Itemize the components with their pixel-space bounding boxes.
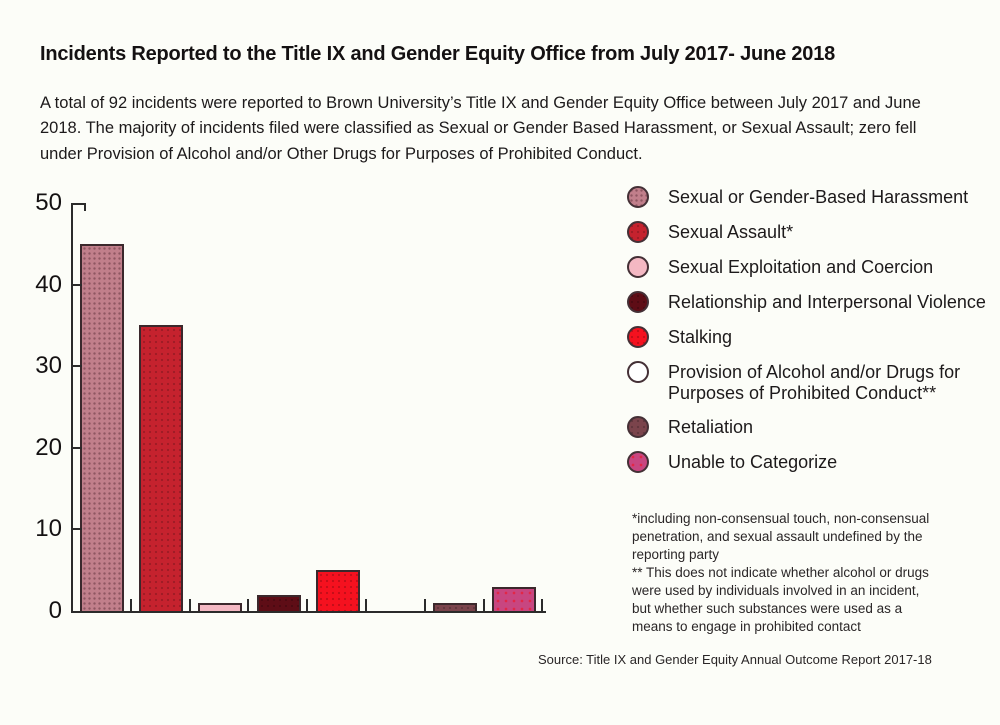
chart-legend: Sexual or Gender-Based Harassment Sexual… (627, 186, 1000, 473)
legend-swatch-icon (627, 451, 649, 473)
y-axis-labels: 0 10 20 30 40 50 (8, 189, 62, 624)
legend-label: Sexual Exploitation and Coercion (668, 257, 934, 277)
legend-item: Unable to Categorize (627, 451, 1000, 473)
legend-label: Sexual Assault* (668, 222, 794, 242)
legend-swatch-icon (627, 291, 649, 313)
y-axis-tick (73, 283, 82, 286)
legend-label: Retaliation (668, 417, 754, 437)
chart-description: A total of 92 incidents were reported to… (40, 93, 921, 163)
legend-item: Relationship and Interpersonal Violence (627, 291, 1000, 313)
y-axis-label-50: 50 (35, 189, 62, 216)
footnote-sexual-assault: *including non-consensual touch, non-con… (632, 511, 930, 562)
x-axis-tick (306, 599, 309, 611)
legend-swatch-icon (627, 361, 649, 383)
footnotes: *including non-consensual touch, non-con… (632, 510, 934, 636)
y-axis-tick (73, 446, 82, 449)
legend-item: Stalking (627, 326, 1000, 348)
bar-7 (433, 602, 478, 611)
legend-swatch-icon (627, 416, 649, 438)
bar-2 (139, 325, 184, 611)
x-axis-tick (541, 599, 544, 611)
y-axis-tick (73, 365, 82, 368)
legend-item: Sexual or Gender-Based Harassment (627, 186, 1000, 208)
y-axis-tick (73, 528, 82, 531)
legend-label: Unable to Categorize (668, 452, 838, 472)
bar-5 (315, 570, 360, 611)
y-axis-label-20: 20 (35, 433, 62, 461)
plot-area (71, 203, 546, 613)
legend-swatch-icon (627, 221, 649, 243)
legend-swatch-icon (627, 326, 649, 348)
legend-label: Sexual or Gender-Based Harassment (668, 187, 969, 207)
y-axis-top-cap-stub (84, 203, 86, 211)
legend-item: Provision of Alcohol and/or Drugs for Pu… (627, 361, 1000, 403)
x-axis-tick (129, 599, 132, 611)
y-axis-label-40: 40 (35, 270, 62, 298)
y-axis-label-30: 30 (35, 352, 62, 380)
source-citation: Source: Title IX and Gender Equity Annua… (538, 652, 932, 667)
page-title: Incidents Reported to the Title IX and G… (40, 43, 836, 66)
legend-label: Stalking (668, 327, 733, 347)
legend-label: Relationship and Interpersonal Violence (668, 292, 986, 312)
y-axis-label-0: 0 (48, 597, 62, 624)
legend-item: Sexual Assault* (627, 221, 1000, 243)
footnote-alcohol-drugs: ** This does not indicate whether alcoho… (632, 565, 929, 634)
y-axis-label-10: 10 (35, 515, 62, 543)
legend-item: Retaliation (627, 416, 1000, 438)
legend-swatch-icon (627, 186, 649, 208)
bar-3 (198, 602, 242, 611)
x-axis-tick (365, 599, 367, 611)
bar-8 (492, 586, 536, 611)
bar-4 (256, 594, 301, 611)
x-axis-tick (188, 599, 191, 611)
x-axis-tick (247, 599, 250, 611)
legend-item: Sexual Exploitation and Coercion (627, 256, 1000, 278)
y-axis-top-cap (73, 203, 86, 205)
legend-label: Provision of Alcohol and/or Drugs for Pu… (668, 362, 961, 403)
legend-swatch-icon (627, 256, 649, 278)
x-axis-tick (423, 599, 426, 611)
x-axis-tick (482, 599, 485, 611)
bar-1 (80, 243, 125, 611)
